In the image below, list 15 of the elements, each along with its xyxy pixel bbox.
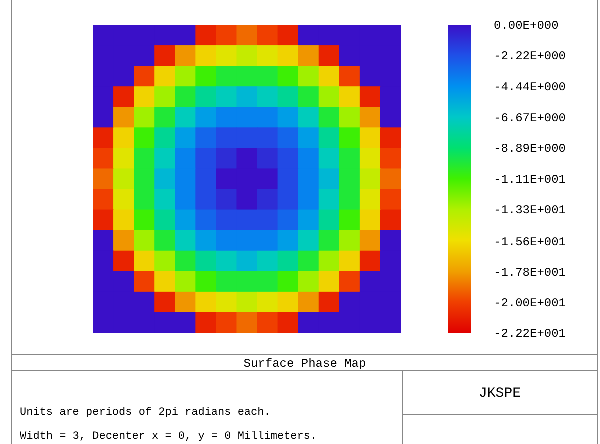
color-bar-label: -2.22E+001 [494, 326, 566, 341]
color-bar-label: -4.44E+000 [494, 80, 566, 94]
text: JKSPE [478, 386, 522, 402]
color-bar-label: -2.00E+001 [494, 296, 566, 310]
text: Surface Phase Map [244, 357, 366, 371]
color-bar-label: -6.67E+000 [494, 111, 566, 126]
color-bar-label: -8.89E+000 [494, 142, 566, 156]
color-bar-label: -2.22E+000 [494, 50, 566, 64]
color-bar-label: -1.33E+001 [494, 203, 566, 218]
text: Width = 3, Decenter x = 0, y = 0 Millimeters. [20, 431, 318, 443]
color-bar-label: 0.00E+000 [494, 18, 559, 33]
text: Units are periods of 2pi radians each. [20, 407, 271, 419]
color-bar-label: -1.56E+001 [494, 235, 566, 250]
color-bar-label: -1.11E+001 [494, 172, 566, 187]
color-bar-label: -1.78E+001 [494, 266, 566, 280]
